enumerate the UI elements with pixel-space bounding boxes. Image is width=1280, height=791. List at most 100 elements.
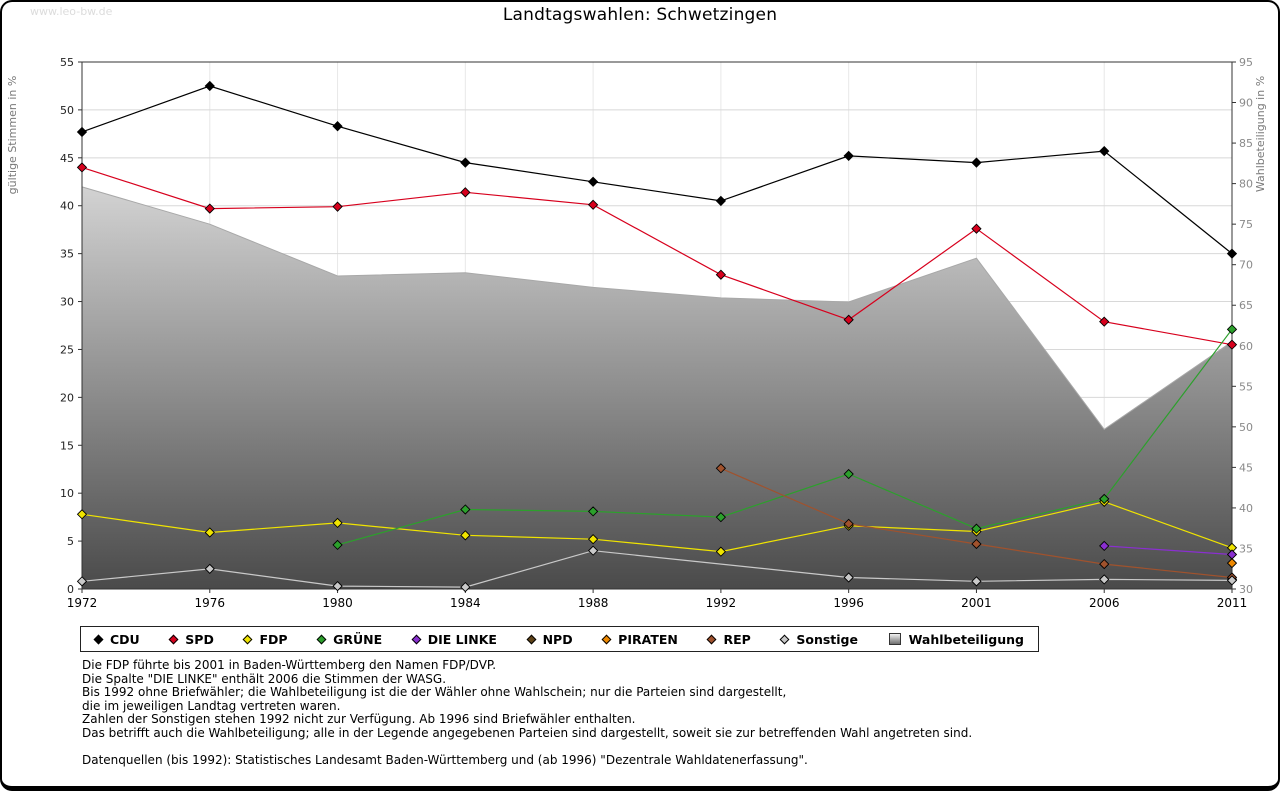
data-point-FDP bbox=[76, 509, 88, 520]
right-axis-tick-label: 70 bbox=[1239, 259, 1253, 272]
data-point-REP bbox=[971, 538, 982, 550]
x-axis-tick-label: 1988 bbox=[578, 596, 609, 610]
data-point-REP bbox=[715, 463, 727, 474]
data-point-CDU bbox=[1226, 248, 1238, 259]
data-point-GRÜNE bbox=[587, 506, 599, 517]
legend-label: NPD bbox=[542, 631, 573, 647]
diamond-marker-icon bbox=[601, 634, 612, 644]
turnout-area bbox=[82, 186, 1232, 589]
data-point-SPD bbox=[76, 162, 88, 173]
right-axis-tick-label: 40 bbox=[1239, 502, 1253, 515]
data-point-CDU bbox=[332, 121, 343, 132]
page-title: Landtagswahlen: Schwetzingen bbox=[502, 5, 778, 25]
data-point-SPD bbox=[715, 269, 727, 280]
legend-item-fdp: FDP bbox=[242, 632, 288, 647]
legend-item-gr-ne: GRÜNE bbox=[316, 631, 383, 647]
left-axis-tick-label: 5 bbox=[67, 535, 74, 548]
turnout-swatch-icon bbox=[888, 633, 901, 645]
legend-item-piraten: PIRATEN bbox=[601, 632, 678, 647]
footnote-line bbox=[82, 740, 972, 754]
data-point-FDP bbox=[587, 534, 599, 545]
data-point-FDP bbox=[460, 530, 471, 541]
right-axis-tick-label: 60 bbox=[1239, 340, 1253, 353]
diamond-marker-icon bbox=[706, 634, 717, 644]
legend-label: GRÜNE bbox=[333, 631, 383, 647]
diamond-marker-icon bbox=[411, 634, 422, 644]
right-axis-tick-label: 85 bbox=[1239, 137, 1253, 150]
data-point-FDP bbox=[204, 527, 215, 538]
data-point-REP bbox=[1099, 558, 1110, 570]
data-point-CDU bbox=[76, 126, 88, 138]
data-point-CDU bbox=[843, 150, 854, 162]
right-axis-tick-label: 30 bbox=[1239, 583, 1253, 596]
data-point-CDU bbox=[715, 195, 727, 207]
right-axis-tick-label: 90 bbox=[1239, 97, 1253, 110]
legend-label: Sonstige bbox=[796, 631, 858, 647]
data-point-Sonstige bbox=[76, 576, 88, 587]
right-axis-tick-label: 55 bbox=[1239, 380, 1253, 393]
right-axis-tick-label: 65 bbox=[1239, 299, 1253, 312]
left-axis-tick-label: 10 bbox=[60, 487, 74, 500]
legend-item-rep: REP bbox=[706, 631, 751, 647]
legend-item-sonstige: Sonstige bbox=[779, 631, 858, 647]
data-point-SPD bbox=[843, 314, 854, 325]
x-axis-tick-label: 2006 bbox=[1089, 596, 1120, 610]
data-point-GRÜNE bbox=[332, 539, 343, 551]
legend-item-wahlbeteiligung: Wahlbeteiligung bbox=[888, 632, 1024, 647]
footnote-line: Zahlen der Sonstigen stehen 1992 nicht z… bbox=[82, 712, 636, 726]
data-point-CDU bbox=[971, 157, 982, 168]
legend-label: REP bbox=[723, 631, 751, 647]
x-axis-tick-label: 1992 bbox=[706, 596, 737, 610]
legend-item-npd: NPD bbox=[526, 631, 573, 647]
left-axis-tick-label: 40 bbox=[60, 200, 74, 213]
data-point-DIE LINKE bbox=[1099, 540, 1110, 552]
right-axis-tick-label: 80 bbox=[1239, 178, 1253, 191]
data-point-REP bbox=[843, 518, 854, 529]
data-point-CDU bbox=[587, 176, 599, 187]
right-axis-tick-label: 95 bbox=[1239, 56, 1253, 69]
x-axis-tick-label: 1996 bbox=[833, 596, 864, 610]
diamond-marker-icon bbox=[168, 634, 179, 644]
x-axis-tick-label: 1976 bbox=[195, 596, 226, 610]
diamond-marker-icon bbox=[526, 634, 537, 644]
x-axis-tick-label: 1980 bbox=[322, 596, 353, 610]
data-point-Sonstige bbox=[460, 581, 471, 593]
data-point-FDP bbox=[332, 517, 343, 529]
left-axis-tick-label: 20 bbox=[60, 391, 74, 404]
data-point-CDU bbox=[460, 157, 471, 168]
legend-item-cdu: CDU bbox=[93, 632, 140, 647]
footnotes: Die FDP führte bis 2001 in Baden-Württem… bbox=[82, 658, 972, 767]
legend-label: SPD bbox=[185, 631, 214, 647]
series-line-DIE LINKE bbox=[1104, 545, 1233, 556]
data-point-GRÜNE bbox=[843, 468, 854, 480]
legend: CDU SPD FDP GRÜNE DIE LINKE NPD PIRATEN REP Sons… bbox=[80, 626, 1039, 652]
data-point-GRÜNE bbox=[460, 504, 471, 515]
data-point-CDU bbox=[1099, 145, 1110, 157]
left-axis-tick-label: 50 bbox=[60, 104, 74, 117]
data-point-FDP bbox=[715, 546, 727, 557]
legend-item-die-linke: DIE LINKE bbox=[411, 632, 497, 647]
data-point-SPD bbox=[1226, 339, 1238, 350]
watermark: www.leo-bw.de bbox=[30, 5, 113, 18]
data-point-Sonstige bbox=[971, 576, 982, 587]
right-axis-tick-label: 45 bbox=[1239, 461, 1253, 474]
data-point-Sonstige bbox=[1099, 574, 1110, 585]
x-axis-tick-label: 2001 bbox=[961, 596, 992, 610]
data-point-GRÜNE bbox=[1226, 324, 1238, 335]
right-axis-tick-label: 35 bbox=[1239, 542, 1253, 555]
data-point-SPD bbox=[971, 223, 982, 234]
footnote-line: Datenquellen (bis 1992): Statistisches L… bbox=[82, 752, 808, 767]
series-line-FDP bbox=[81, 501, 1233, 553]
data-point-Sonstige bbox=[332, 580, 343, 592]
right-axis-tick-label: 50 bbox=[1239, 421, 1253, 434]
data-point-SPD bbox=[1099, 316, 1110, 327]
data-point-CDU bbox=[204, 80, 215, 92]
data-point-GRÜNE bbox=[1099, 493, 1110, 505]
left-axis-tick-label: 30 bbox=[60, 296, 74, 309]
left-axis-title: gültige Stimmen in % bbox=[6, 76, 19, 195]
diamond-marker-icon bbox=[242, 634, 253, 644]
left-axis-tick-label: 0 bbox=[67, 583, 74, 596]
right-axis-tick-label: 75 bbox=[1239, 218, 1253, 231]
data-point-Sonstige bbox=[204, 563, 215, 575]
